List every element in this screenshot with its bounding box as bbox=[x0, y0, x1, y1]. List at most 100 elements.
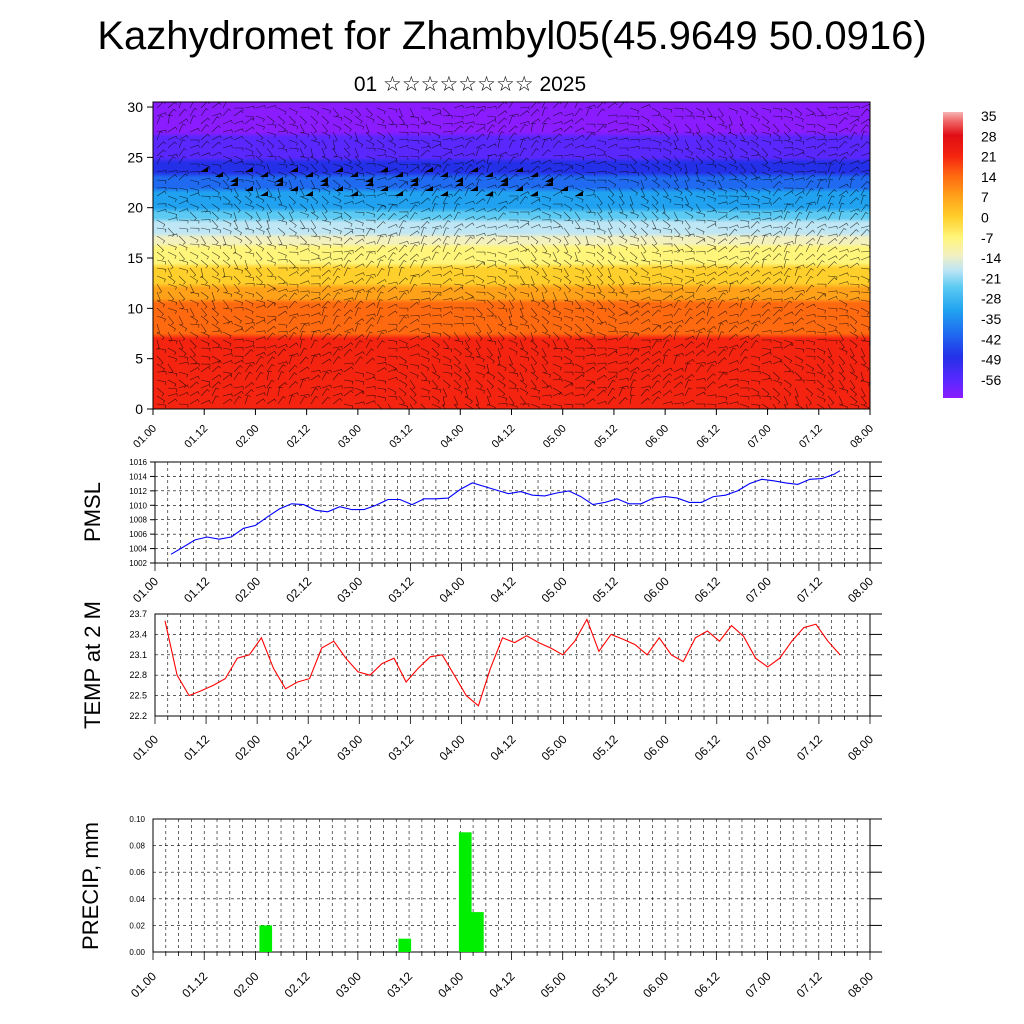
colorbar-label: 35 bbox=[981, 108, 997, 124]
x-tick-label: 02.00 bbox=[232, 574, 263, 605]
pmsl-y-tick-label: 1006 bbox=[129, 530, 147, 539]
temp-y-tick-label: 23.7 bbox=[129, 609, 147, 619]
temp-2m-panel: 01.00 01.12 02.00 02.12 03.00 03.12 04.00 04.12… bbox=[80, 601, 882, 763]
x-tick-label: 08.00 bbox=[845, 732, 876, 763]
colorbar-label: -28 bbox=[981, 291, 1001, 307]
colorbar-ramp bbox=[943, 112, 963, 398]
heatmap-x-tick-label: 08.00 bbox=[848, 423, 876, 451]
x-tick-label: 04.00 bbox=[436, 732, 467, 763]
colorbar-label: -35 bbox=[981, 311, 1001, 327]
precip-bar bbox=[471, 912, 484, 952]
colorbar-label: -7 bbox=[981, 230, 994, 246]
x-tick-label: 01.12 bbox=[181, 574, 212, 605]
x-tick-label: 02.00 bbox=[232, 732, 263, 763]
temp-y-tick-label: 22.8 bbox=[129, 670, 147, 680]
heatmap-y-tick-label: 30 bbox=[127, 99, 143, 115]
x-tick-label: 08.00 bbox=[845, 969, 876, 1000]
heatmap-x-tick-label: 05.12 bbox=[592, 423, 620, 451]
precip-y-tick-label: 0.08 bbox=[129, 842, 145, 851]
colorbar-label: -42 bbox=[981, 331, 1001, 347]
temp-series-line bbox=[164, 618, 841, 707]
chart-title: Kazhydromet for Zhambyl05(45.9649 50.091… bbox=[97, 14, 927, 58]
precip-y-tick-label: 0.02 bbox=[129, 921, 145, 930]
precip-y-tick-label: 0.00 bbox=[129, 948, 145, 957]
x-tick-label: 01.00 bbox=[128, 969, 159, 1000]
x-tick-label: 06.00 bbox=[641, 732, 672, 763]
heatmap-x-tick-label: 06.00 bbox=[643, 423, 671, 451]
x-tick-label: 06.12 bbox=[692, 732, 723, 763]
x-tick-label: 05.12 bbox=[590, 574, 621, 605]
heatmap-y-tick-label: 20 bbox=[127, 200, 143, 216]
temp-y-tick-label: 22.5 bbox=[129, 691, 147, 701]
pmsl-y-tick-label: 1014 bbox=[129, 472, 147, 481]
colorbar-label: 14 bbox=[981, 169, 997, 185]
heatmap-y-tick-label: 5 bbox=[135, 351, 143, 367]
heatmap-x-tick-label: 07.00 bbox=[746, 423, 774, 451]
heatmap-field bbox=[153, 102, 870, 409]
heatmap-x-tick-label: 02.00 bbox=[234, 423, 262, 451]
precip-y-tick-label: 0.10 bbox=[129, 815, 145, 824]
pmsl-y-tick-label: 1016 bbox=[129, 458, 147, 467]
heatmap-x-tick-label: 02.12 bbox=[285, 423, 313, 451]
heatmap-x-tick-label: 03.12 bbox=[387, 423, 415, 451]
x-tick-label: 02.12 bbox=[283, 732, 314, 763]
pmsl-y-tick-label: 1012 bbox=[129, 487, 147, 496]
precip-y-tick-label: 0.04 bbox=[129, 895, 145, 904]
precip-bar bbox=[398, 938, 412, 952]
x-tick-label: 03.12 bbox=[385, 574, 416, 605]
heatmap-y-tick-label: 0 bbox=[135, 401, 143, 417]
x-tick-label: 05.12 bbox=[590, 732, 621, 763]
wind-flags bbox=[200, 167, 583, 196]
pmsl-series-line bbox=[170, 470, 841, 555]
colorbar-label: 21 bbox=[981, 149, 997, 165]
precip-bar bbox=[259, 925, 273, 952]
x-tick-label: 05.12 bbox=[589, 969, 620, 1000]
x-tick-label: 03.00 bbox=[333, 969, 364, 1000]
x-tick-label: 05.00 bbox=[538, 969, 569, 1000]
x-tick-label: 03.00 bbox=[334, 732, 365, 763]
x-tick-label: 06.00 bbox=[641, 574, 672, 605]
x-tick-label: 01.00 bbox=[130, 574, 161, 605]
x-tick-label: 04.12 bbox=[487, 732, 518, 763]
x-tick-label: 08.00 bbox=[845, 574, 876, 605]
x-tick-label: 01.12 bbox=[179, 969, 210, 1000]
precip-bar bbox=[458, 832, 472, 952]
pmsl-y-tick-label: 1002 bbox=[129, 559, 147, 568]
colorbar-label: -56 bbox=[981, 372, 1001, 388]
x-tick-label: 07.12 bbox=[794, 969, 825, 1000]
heatmap-x-tick-label: 01.00 bbox=[131, 423, 159, 451]
precip-panel: 01.00 01.12 02.00 02.12 03.00 03.12 04.00 04.12… bbox=[78, 815, 882, 1000]
x-tick-label: 05.00 bbox=[539, 732, 570, 763]
pmsl-y-tick-label: 1008 bbox=[129, 516, 147, 525]
precip-y-axis-label: PRECIP, mm bbox=[78, 822, 103, 950]
heatmap-x-tick-label: 03.00 bbox=[336, 423, 364, 451]
x-tick-label: 07.00 bbox=[743, 732, 774, 763]
precip-y-tick-label: 0.06 bbox=[129, 868, 145, 877]
colorbar-label: -14 bbox=[981, 250, 1001, 266]
pmsl-y-axis-label: PMSL bbox=[80, 482, 105, 542]
x-tick-label: 06.12 bbox=[692, 574, 723, 605]
x-tick-label: 04.12 bbox=[487, 574, 518, 605]
x-tick-label: 04.12 bbox=[486, 969, 517, 1000]
pmsl-panel: 01.00 01.12 02.00 02.12 03.00 03.12 04.00 04.12… bbox=[80, 458, 882, 605]
x-tick-label: 01.12 bbox=[181, 732, 212, 763]
temp-y-axis-label: TEMP at 2 M bbox=[80, 601, 105, 729]
colorbar-label: 7 bbox=[981, 189, 989, 205]
colorbar-label: 0 bbox=[981, 210, 989, 226]
chart-subtitle: 01 ☆☆☆☆☆☆☆☆ 2025 bbox=[353, 73, 587, 96]
pmsl-y-tick-label: 1010 bbox=[129, 501, 147, 510]
heatmap-x-tick-label: 04.00 bbox=[438, 423, 466, 451]
x-tick-label: 06.00 bbox=[640, 969, 671, 1000]
x-tick-label: 02.00 bbox=[230, 969, 261, 1000]
x-tick-label: 07.12 bbox=[794, 574, 825, 605]
temp-y-tick-label: 22.2 bbox=[129, 711, 147, 721]
x-tick-label: 07.00 bbox=[743, 574, 774, 605]
wind-barbs bbox=[156, 102, 870, 409]
temp-y-tick-label: 23.1 bbox=[129, 650, 147, 660]
x-tick-label: 02.12 bbox=[282, 969, 313, 1000]
colorbar-label: 28 bbox=[981, 128, 997, 144]
pmsl-y-tick-label: 1004 bbox=[129, 545, 147, 554]
colorbar: 35 28 21 14 7 0 -7 -14 -21 -28 -35 -42 -49 -56 bbox=[943, 108, 1001, 398]
heatmap-x-tick-label: 05.00 bbox=[541, 423, 569, 451]
